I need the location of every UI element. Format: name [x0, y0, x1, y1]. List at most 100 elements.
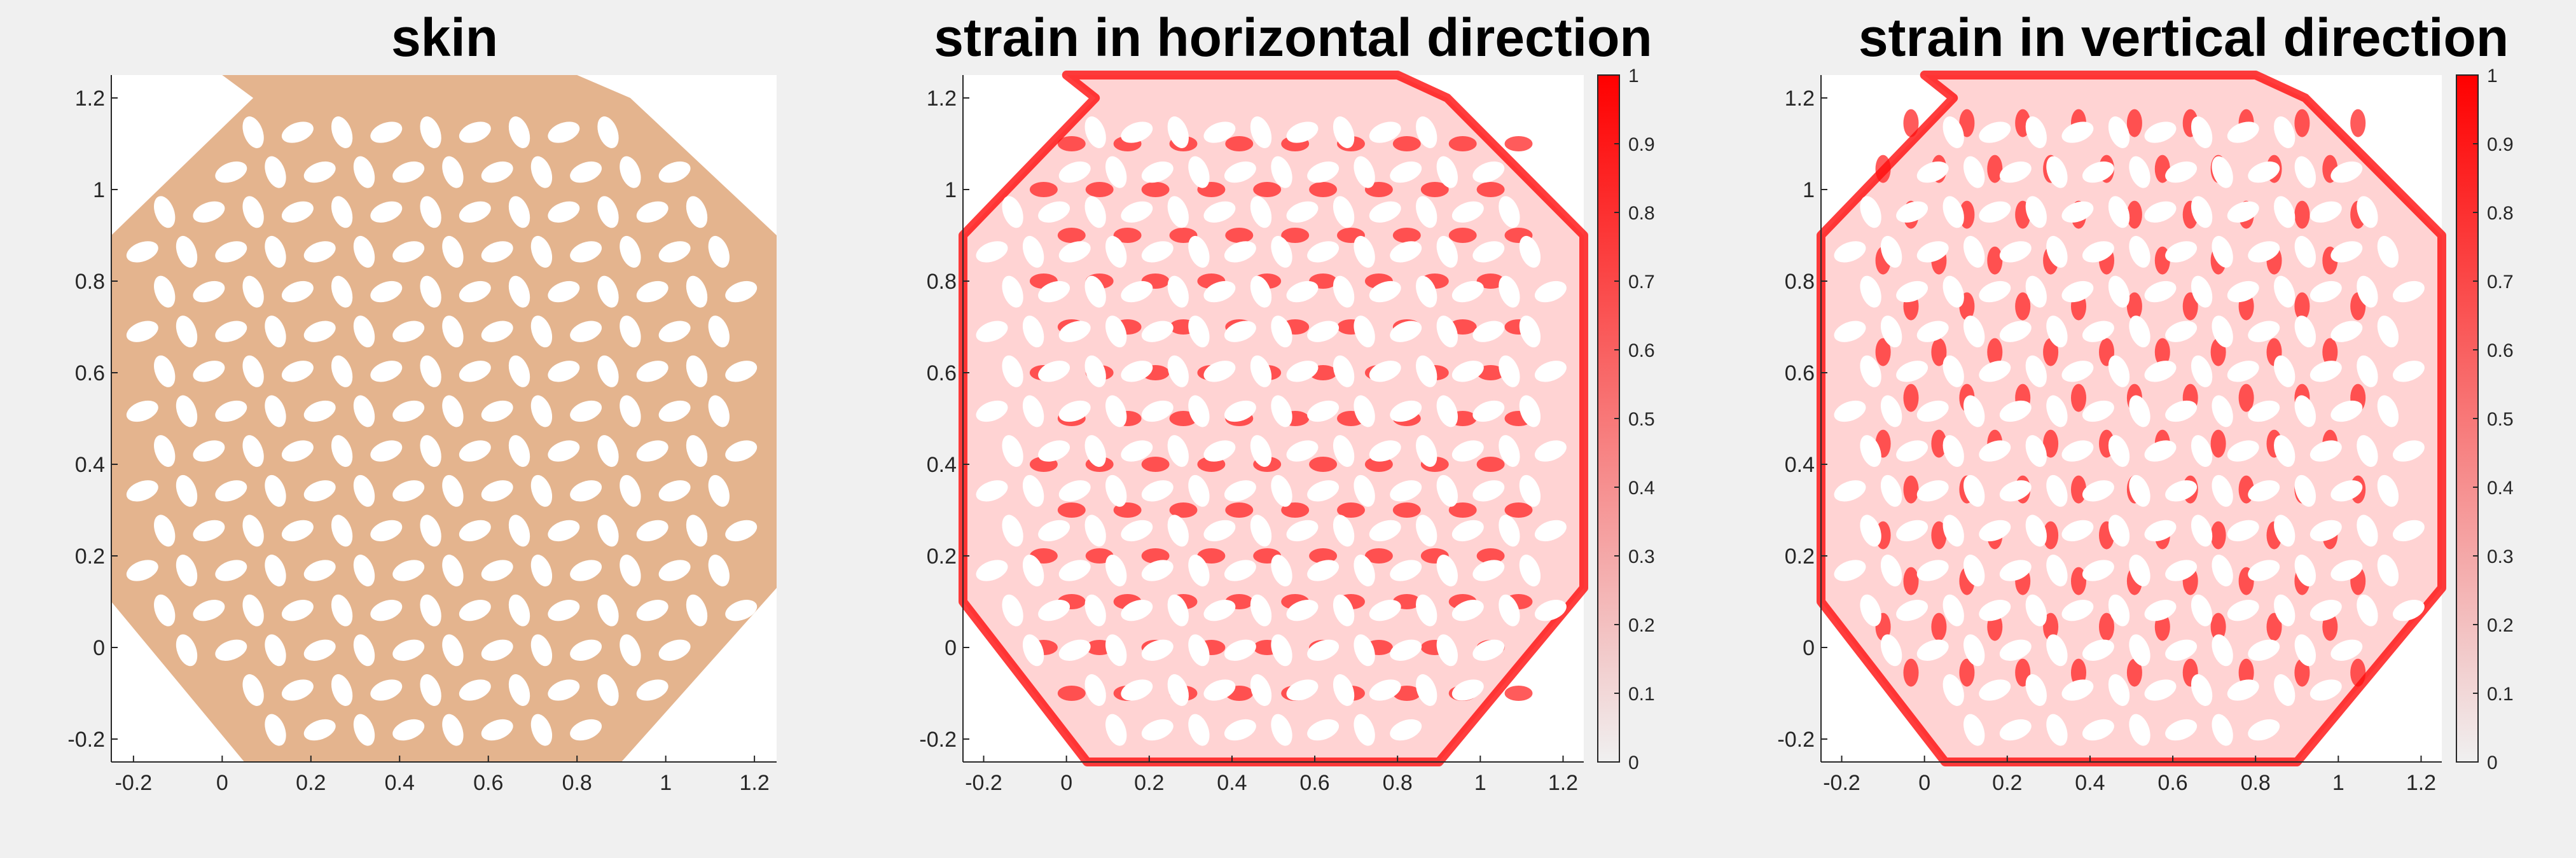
y-tick-label: 1 [945, 178, 957, 202]
hole [530, 395, 553, 427]
y-tick-label: 0.2 [1785, 544, 1815, 569]
hole [2108, 355, 2130, 387]
strain-band [1364, 548, 1393, 564]
hole [1916, 400, 1949, 422]
hole [1472, 400, 1505, 422]
hole [392, 560, 425, 581]
hole [215, 321, 247, 342]
hole [2082, 321, 2114, 342]
hole [1224, 161, 1256, 183]
x-tick-label: 0.8 [562, 771, 592, 795]
strain-band [2126, 292, 2142, 321]
hole [1121, 280, 1153, 303]
strain-band [1448, 136, 1477, 151]
hole [1369, 520, 1401, 542]
hole [548, 440, 580, 462]
hole [597, 275, 619, 308]
hole [530, 474, 553, 507]
hole [1860, 515, 1881, 547]
hole [353, 156, 375, 188]
hole [530, 156, 553, 188]
hole [1472, 560, 1505, 581]
strain-band [2294, 109, 2310, 137]
colorbar-tick-label: 0.8 [2487, 203, 2514, 224]
hole [2309, 520, 2342, 542]
hole [2046, 156, 2068, 188]
hole [126, 241, 158, 263]
strain-band [1392, 228, 1421, 243]
hole [2392, 361, 2425, 382]
hole [1307, 321, 1340, 342]
chart-title: skin [391, 8, 498, 67]
hole [126, 400, 158, 422]
hole [420, 275, 441, 308]
hole [303, 321, 336, 342]
strain-band [2210, 429, 2226, 458]
hole [2144, 280, 2177, 303]
hole [1979, 440, 2011, 462]
strain-band [1987, 338, 2003, 366]
hole [2248, 480, 2280, 502]
hole [597, 116, 619, 148]
hole [1084, 594, 1106, 626]
hole [1451, 679, 1484, 701]
hole [1333, 355, 1355, 387]
hole [2191, 594, 2213, 626]
hole [303, 400, 336, 422]
hole [686, 355, 708, 387]
hole [1963, 714, 1985, 746]
hole [1250, 435, 1272, 467]
hole [1834, 241, 1866, 263]
hole [1224, 480, 1256, 502]
hole [1224, 639, 1256, 661]
hole [215, 639, 247, 661]
hole [1271, 555, 1292, 586]
hole [1519, 474, 1541, 507]
hole [126, 560, 158, 581]
hole [242, 515, 264, 547]
hole [1472, 321, 1505, 342]
hole [281, 440, 314, 462]
strain-band [1253, 182, 1282, 197]
hole [1860, 275, 1881, 308]
hole [303, 639, 336, 661]
hole [331, 116, 353, 148]
hole [1271, 315, 1292, 348]
hole [370, 280, 403, 303]
y-tick-label: 0.4 [75, 453, 105, 477]
hole [1451, 280, 1484, 303]
hole [193, 201, 225, 223]
hole [2082, 639, 2114, 661]
hole [1167, 594, 1189, 626]
hole [597, 196, 619, 228]
hole [570, 719, 602, 741]
hole [1141, 400, 1174, 422]
strain-band [1337, 502, 1365, 518]
colorbar-tick-label: 0.5 [2487, 409, 2514, 430]
y-tick-label: 0.8 [927, 270, 957, 294]
hole [481, 560, 513, 581]
hole [1979, 121, 2011, 143]
strain-band [2099, 612, 2114, 641]
hole [193, 440, 225, 462]
hole [1084, 116, 1106, 148]
hole [1121, 201, 1153, 223]
strain-band [1448, 228, 1477, 243]
x-tick-label: -0.2 [1823, 771, 1860, 795]
colorbar-ticks: 0 0.1 0.2 0.3 0.4 0.5 0.6 0.7 0.8 0.9 1 [2473, 66, 2514, 773]
hole [1141, 719, 1174, 741]
hole [2212, 634, 2233, 667]
x-tick-label: 0 [1060, 771, 1072, 795]
hole [1916, 560, 1949, 581]
hole [193, 600, 225, 621]
strain-band [2182, 292, 2198, 321]
hole [1979, 361, 2011, 382]
hole [2357, 435, 2378, 467]
hole [303, 560, 336, 581]
strain-band [1281, 228, 1310, 243]
hole [442, 714, 464, 746]
hole [2165, 480, 2198, 502]
hole [1203, 520, 1236, 542]
hole [1058, 400, 1091, 422]
hole [2330, 560, 2363, 581]
